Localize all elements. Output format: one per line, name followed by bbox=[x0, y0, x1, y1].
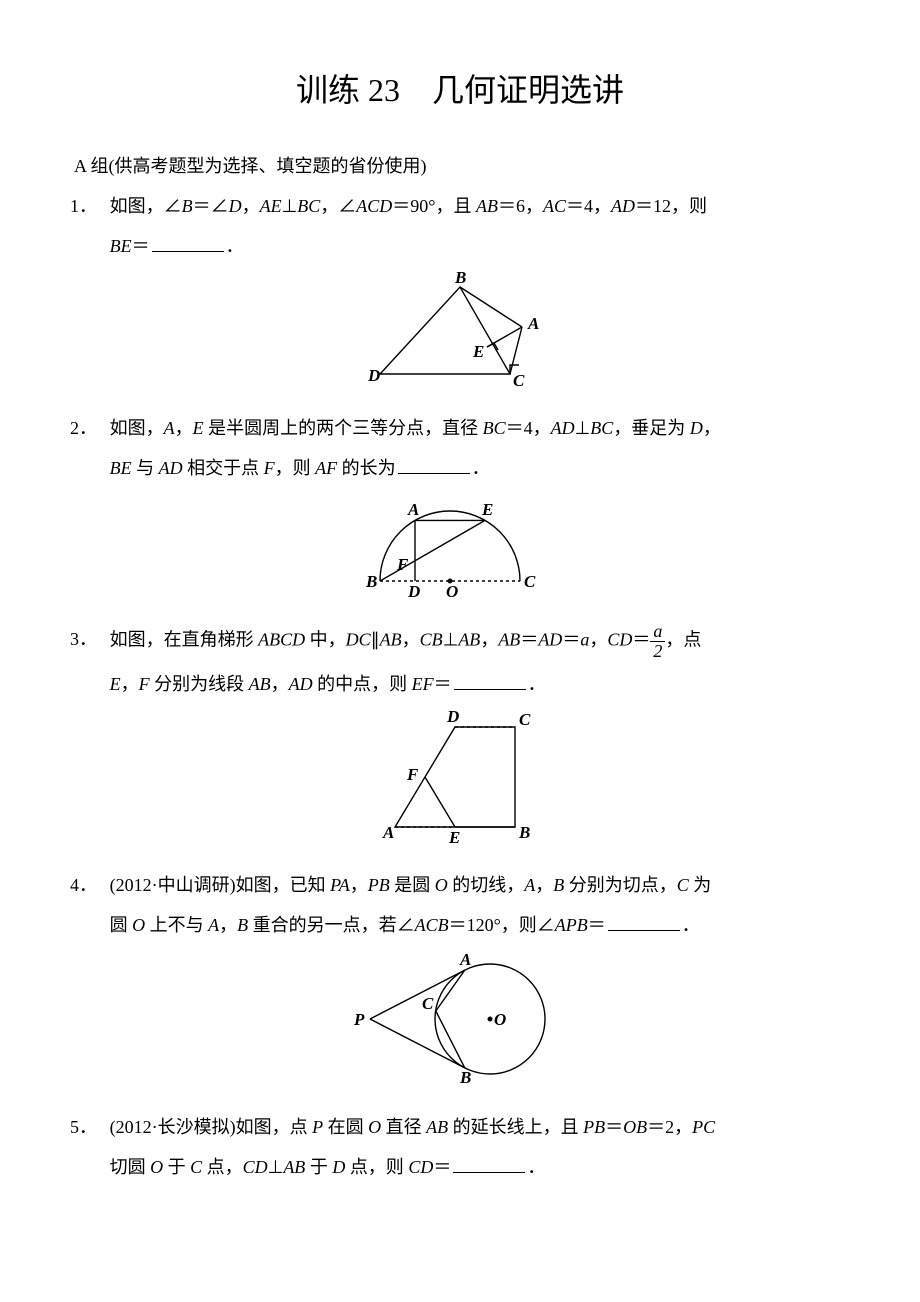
problem-text: 如图，在直角梯形 ABCD 中，DC∥AB，CB⊥AB，AB＝AD＝a，CD＝a… bbox=[110, 622, 850, 661]
label-F: F bbox=[406, 765, 419, 784]
label-D: D bbox=[407, 582, 420, 601]
label-E: E bbox=[481, 500, 493, 519]
figure-2: A E B C F D O bbox=[70, 491, 850, 612]
problem-text: (2012·中山调研)如图，已知 PA，PB 是圆 O 的切线，A，B 分别为切… bbox=[110, 868, 850, 902]
label-O: O bbox=[494, 1010, 506, 1029]
problem-number: 5． bbox=[70, 1110, 110, 1144]
label-E: E bbox=[448, 828, 460, 847]
label-B: B bbox=[459, 1068, 471, 1087]
label-D: D bbox=[367, 366, 380, 385]
problem-4: 4． (2012·中山调研)如图，已知 PA，PB 是圆 O 的切线，A，B 分… bbox=[70, 868, 850, 902]
label-C: C bbox=[513, 371, 525, 389]
problem-text-line2: 切圆 O 于 C 点，CD⊥AB 于 D 点，则 CD＝． bbox=[70, 1150, 850, 1184]
figure-3: D C F A E B bbox=[70, 707, 850, 858]
label-A: A bbox=[527, 314, 539, 333]
problem-number: 3． bbox=[70, 622, 110, 661]
figure-4: A B C P O bbox=[70, 949, 850, 1100]
label-B: B bbox=[454, 269, 466, 287]
label-P: P bbox=[353, 1010, 365, 1029]
problem-text: (2012·长沙模拟)如图，点 P 在圆 O 直径 AB 的延长线上，且 PB＝… bbox=[110, 1110, 850, 1144]
problem-number: 4． bbox=[70, 868, 110, 902]
label-C: C bbox=[422, 994, 434, 1013]
problem-3: 3． 如图，在直角梯形 ABCD 中，DC∥AB，CB⊥AB，AB＝AD＝a，C… bbox=[70, 622, 850, 661]
problem-text-line2: BE 与 AD 相交于点 F，则 AF 的长为． bbox=[70, 451, 850, 485]
problem-number: 1． bbox=[70, 189, 110, 223]
label-A: A bbox=[459, 950, 471, 969]
problem-text-line2: BE＝． bbox=[70, 229, 850, 263]
label-B: B bbox=[518, 823, 530, 842]
label-B: B bbox=[365, 572, 377, 591]
page-title: 训练 23 几何证明选讲 bbox=[70, 60, 850, 121]
problem-2: 2． 如图，A，E 是半圆周上的两个三等分点，直径 BC＝4，AD⊥BC，垂足为… bbox=[70, 411, 850, 445]
label-A: A bbox=[382, 823, 394, 842]
group-label: A 组(供高考题型为选择、填空题的省份使用) bbox=[70, 149, 850, 183]
problem-1: 1． 如图，∠B＝∠D，AE⊥BC，∠ACD＝90°，且 AB＝6，AC＝4，A… bbox=[70, 189, 850, 223]
label-D: D bbox=[446, 707, 459, 726]
label-A: A bbox=[407, 500, 419, 519]
problem-text-line2: 圆 O 上不与 A，B 重合的另一点，若∠ACB＝120°，则∠APB＝． bbox=[70, 908, 850, 942]
problem-text: 如图，A，E 是半圆周上的两个三等分点，直径 BC＝4，AD⊥BC，垂足为 D， bbox=[110, 411, 850, 445]
label-O: O bbox=[446, 582, 458, 601]
figure-1: B A E D C bbox=[70, 269, 850, 400]
problem-text: 如图，∠B＝∠D，AE⊥BC，∠ACD＝90°，且 AB＝6，AC＝4，AD＝1… bbox=[110, 189, 850, 223]
label-E: E bbox=[472, 342, 484, 361]
problem-text-line2: E，F 分别为线段 AB，AD 的中点，则 EF＝． bbox=[70, 667, 850, 701]
problem-5: 5． (2012·长沙模拟)如图，点 P 在圆 O 直径 AB 的延长线上，且 … bbox=[70, 1110, 850, 1144]
problem-number: 2． bbox=[70, 411, 110, 445]
label-C: C bbox=[519, 710, 531, 729]
label-C: C bbox=[524, 572, 536, 591]
label-F: F bbox=[396, 555, 409, 574]
